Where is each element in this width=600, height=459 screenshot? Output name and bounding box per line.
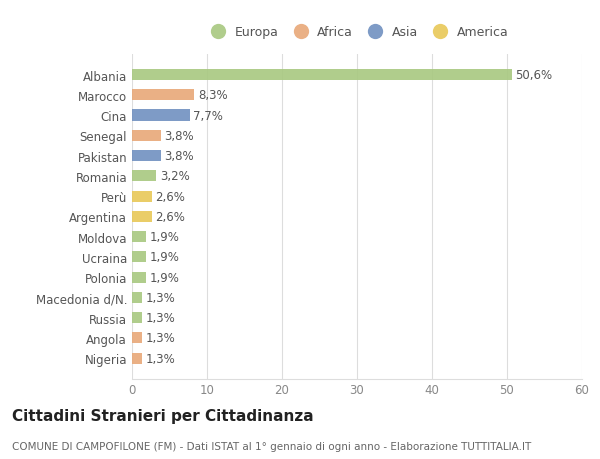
Text: 1,9%: 1,9% (150, 251, 180, 264)
Bar (132, 252, 146, 263)
Text: 1,9%: 1,9% (150, 271, 180, 284)
Bar (132, 151, 161, 162)
Text: 1,9%: 1,9% (150, 230, 180, 244)
Text: 50,6%: 50,6% (515, 69, 553, 82)
Bar (132, 292, 142, 303)
Text: 3,2%: 3,2% (160, 170, 190, 183)
Bar (132, 353, 142, 364)
Bar (132, 333, 142, 344)
Bar (132, 313, 142, 324)
Text: Cittadini Stranieri per Cittadinanza: Cittadini Stranieri per Cittadinanza (12, 408, 314, 423)
Bar (132, 272, 146, 283)
Text: 1,3%: 1,3% (146, 352, 175, 365)
Text: 1,3%: 1,3% (146, 291, 175, 304)
Bar (132, 211, 151, 223)
Text: 1,3%: 1,3% (146, 332, 175, 345)
Legend: Europa, Africa, Asia, America: Europa, Africa, Asia, America (202, 22, 512, 43)
Bar (132, 70, 511, 81)
Bar (132, 110, 190, 121)
Text: COMUNE DI CAMPOFILONE (FM) - Dati ISTAT al 1° gennaio di ogni anno - Elaborazion: COMUNE DI CAMPOFILONE (FM) - Dati ISTAT … (12, 441, 531, 451)
Text: 3,8%: 3,8% (164, 129, 194, 142)
Bar (132, 90, 194, 101)
Bar (132, 130, 161, 141)
Text: 2,6%: 2,6% (155, 210, 185, 224)
Text: 3,8%: 3,8% (164, 150, 194, 162)
Bar (132, 191, 151, 202)
Text: 8,3%: 8,3% (198, 89, 227, 102)
Text: 1,3%: 1,3% (146, 312, 175, 325)
Text: 7,7%: 7,7% (193, 109, 223, 122)
Bar (132, 231, 146, 243)
Text: 2,6%: 2,6% (155, 190, 185, 203)
Bar (132, 171, 156, 182)
